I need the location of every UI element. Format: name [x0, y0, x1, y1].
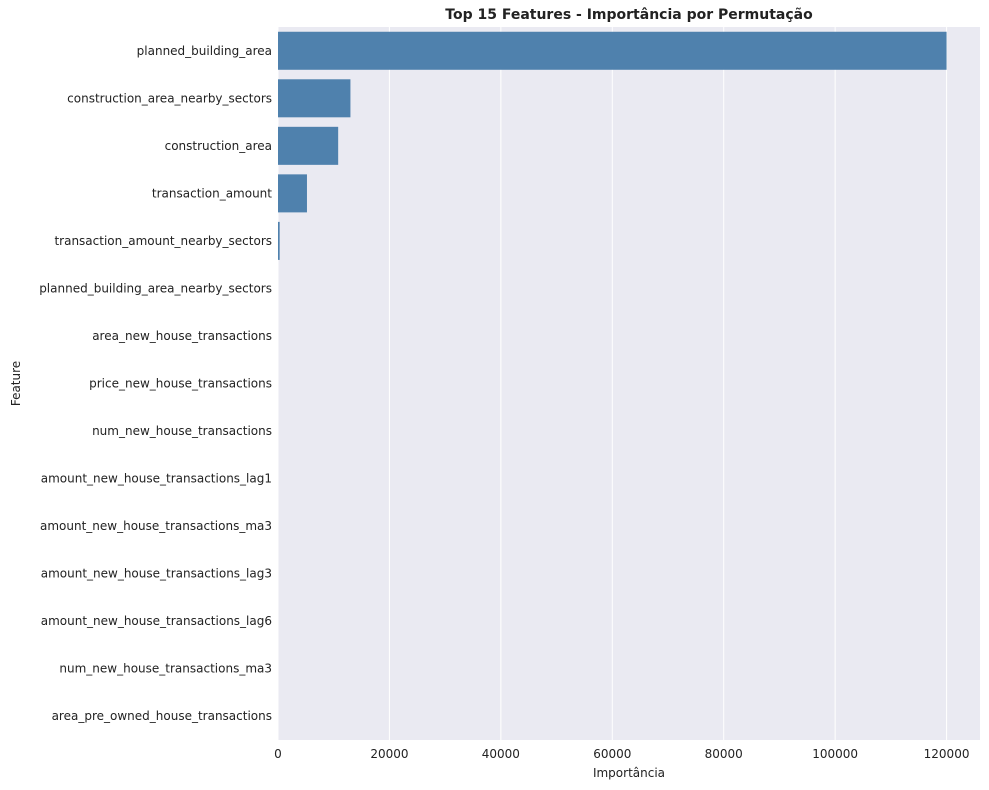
y-tick-label: num_new_house_transactions_ma3 — [59, 662, 272, 676]
x-tick-label: 120000 — [924, 747, 970, 761]
y-tick-label: planned_building_area_nearby_sectors — [39, 281, 272, 295]
y-axis-label: Feature — [9, 361, 23, 406]
y-tick-label: amount_new_house_transactions_ma3 — [40, 519, 272, 533]
y-tick-label: construction_area — [165, 139, 272, 153]
bar — [278, 221, 280, 260]
chart-title: Top 15 Features - Importância por Permut… — [445, 7, 813, 23]
y-tick-label: area_pre_owned_house_transactions — [52, 709, 272, 723]
bar — [278, 174, 307, 213]
x-tick-labels: 0 20000 40000 60000 80000 100000 120000 — [274, 747, 969, 761]
y-tick-label: area_new_house_transactions — [92, 329, 272, 343]
x-tick-label: 80000 — [705, 747, 743, 761]
bar — [278, 79, 351, 118]
x-axis-label: Importância — [593, 766, 665, 780]
bar — [278, 31, 947, 70]
bar — [278, 126, 339, 165]
y-tick-label: transaction_amount_nearby_sectors — [54, 234, 272, 248]
y-tick-label: amount_new_house_transactions_lag1 — [41, 472, 272, 486]
x-tick-label: 100000 — [812, 747, 858, 761]
bars — [278, 31, 947, 260]
x-tick-label: 20000 — [370, 747, 408, 761]
y-tick-labels: planned_building_area construction_area_n… — [39, 44, 272, 723]
y-tick-label: amount_new_house_transactions_lag3 — [41, 567, 272, 581]
y-tick-label: construction_area_nearby_sectors — [67, 91, 272, 105]
gridlines — [277, 27, 948, 740]
x-tick-label: 40000 — [482, 747, 520, 761]
y-tick-label: amount_new_house_transactions_lag6 — [41, 614, 272, 628]
y-tick-label: planned_building_area — [137, 44, 272, 58]
y-tick-label: transaction_amount — [152, 186, 272, 200]
x-tick-label: 0 — [274, 747, 282, 761]
plot-area — [278, 27, 980, 740]
x-tick-label: 60000 — [593, 747, 631, 761]
y-tick-label: price_new_house_transactions — [89, 377, 272, 391]
y-tick-label: num_new_house_transactions — [92, 424, 272, 438]
